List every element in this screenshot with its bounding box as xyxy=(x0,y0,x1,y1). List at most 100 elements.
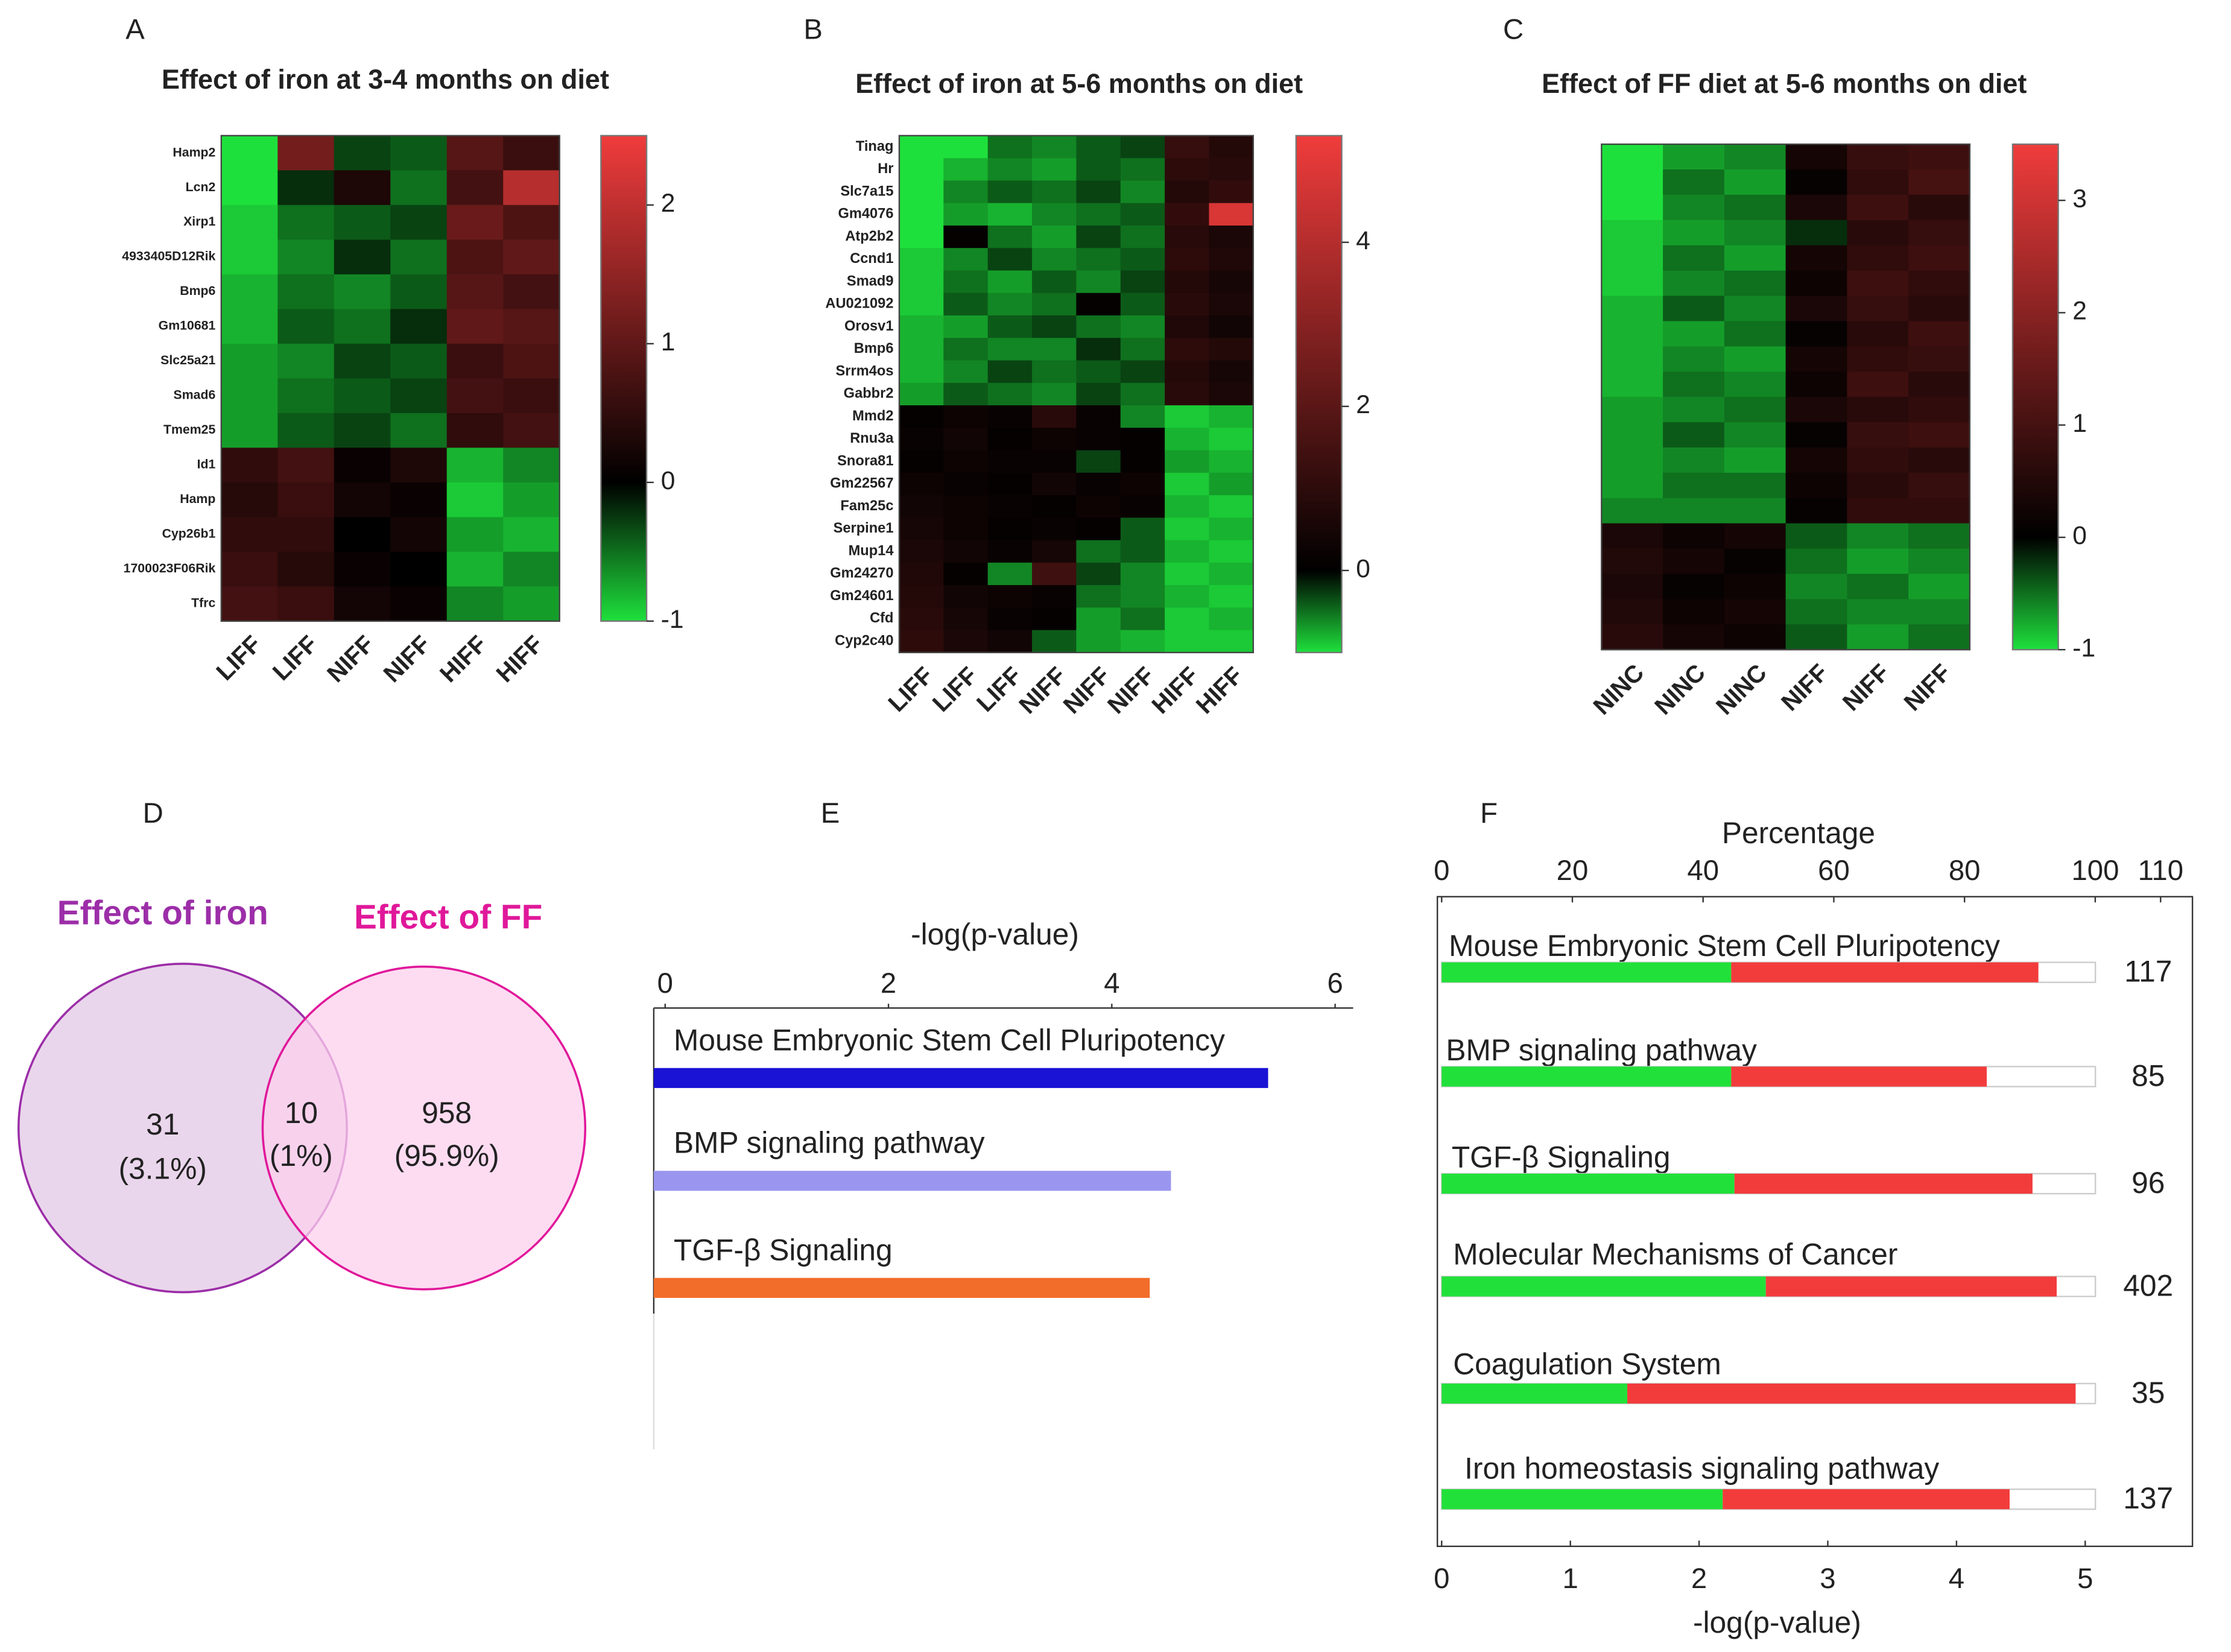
heatmap-cell xyxy=(503,586,560,622)
bar-segment xyxy=(1441,1276,1766,1297)
heatmap-cell xyxy=(390,586,448,622)
heatmap-cell xyxy=(987,562,1033,586)
colorbar-tick-label: 1 xyxy=(661,328,676,356)
heatmap-cell xyxy=(899,450,945,473)
heatmap-cell xyxy=(1847,321,1910,347)
heatmap-cell xyxy=(1724,523,1786,549)
heatmap-cell xyxy=(987,270,1033,294)
heatmap-cell xyxy=(1601,169,1664,195)
heatmap-cell xyxy=(390,170,448,206)
heatmap-cell xyxy=(1785,422,1848,448)
row-label: Gm22567 xyxy=(830,476,893,492)
heatmap-cell xyxy=(1847,296,1910,322)
heatmap-cell xyxy=(1663,220,1725,246)
heatmap-cell xyxy=(446,586,504,622)
heatmap-cell xyxy=(1785,270,1848,297)
heatmap-cell xyxy=(1076,450,1121,473)
heatmap-cell xyxy=(1209,270,1254,294)
heatmap-cell xyxy=(1663,447,1725,473)
heatmap-cell xyxy=(899,203,945,226)
total-label: 117 xyxy=(2124,955,2172,989)
heatmap-cell xyxy=(1209,158,1254,182)
heatmap-cell xyxy=(1032,135,1077,159)
heatmap-cell xyxy=(1663,498,1725,524)
row-label: Id1 xyxy=(197,457,216,472)
row-label: Smad6 xyxy=(174,388,216,402)
heatmap-cell xyxy=(899,405,945,429)
heatmap-cell xyxy=(1165,158,1210,182)
heatmap-cell xyxy=(334,448,391,483)
x-tick-label: 110 xyxy=(2138,855,2183,887)
heatmap-cell xyxy=(1120,382,1166,406)
heatmap-cell xyxy=(1120,338,1166,361)
row-label: Gm24270 xyxy=(830,566,893,581)
heatmap-cell xyxy=(1847,574,1910,600)
heatmap-cell xyxy=(1847,245,1910,271)
heatmap-cell xyxy=(1076,315,1121,339)
heatmap-cell xyxy=(1908,422,1970,448)
x-tick-label: 2 xyxy=(881,967,896,999)
heatmap-cell xyxy=(943,338,989,361)
heatmap-cell xyxy=(446,551,504,587)
heatmap-cell xyxy=(1120,540,1166,563)
colorbar xyxy=(600,135,648,622)
heatmap-cell xyxy=(943,585,989,609)
heatmap-cell xyxy=(1076,630,1121,653)
heatmap-cell xyxy=(1663,372,1725,398)
heatmap-cell xyxy=(987,428,1033,451)
plot-frame xyxy=(898,135,1255,654)
heatmap-cell xyxy=(943,382,989,406)
heatmap-cell xyxy=(1120,158,1166,182)
heatmap-cell xyxy=(1076,270,1121,294)
heatmap-cell xyxy=(1724,194,1786,221)
row-label: Gm10681 xyxy=(159,318,216,333)
heatmap-cell xyxy=(1120,293,1166,316)
heatmap-cell xyxy=(899,495,945,519)
heatmap-cell xyxy=(1209,630,1254,653)
heatmap-cell xyxy=(987,585,1033,609)
region-count: 31 xyxy=(146,1107,179,1141)
heatmap-cell xyxy=(1724,346,1786,373)
total-label: 35 xyxy=(2131,1376,2165,1410)
heatmap-cell xyxy=(1724,144,1786,170)
heatmap-cell xyxy=(1209,135,1254,159)
heatmap-cell xyxy=(277,309,335,344)
heatmap-cell xyxy=(1076,607,1121,631)
heatmap-cell xyxy=(390,517,448,552)
heatmap-cell xyxy=(1076,180,1121,204)
row-label: Bmp6 xyxy=(854,341,894,356)
x-tick-label: 6 xyxy=(1327,967,1343,999)
heatmap-cell xyxy=(1847,599,1910,625)
heatmap-cell xyxy=(899,315,945,339)
heatmap-cell xyxy=(1908,599,1970,625)
heatmap-cell xyxy=(1209,203,1254,226)
heatmap-cell xyxy=(277,135,335,171)
heatmap-cell xyxy=(1120,472,1166,496)
row-label: Snora81 xyxy=(837,453,893,469)
heatmap-cell xyxy=(987,203,1033,226)
row-label: Slc7a15 xyxy=(840,183,893,199)
heatmap-cell xyxy=(899,607,945,631)
panel-letter: A xyxy=(125,14,145,46)
category-label: TGF-β Signaling xyxy=(674,1233,893,1267)
heatmap-cell xyxy=(1785,624,1848,651)
bar-segment xyxy=(1731,962,2039,983)
heatmap-cell xyxy=(390,135,448,171)
heatmap-cell xyxy=(1076,158,1121,182)
heatmap-cell xyxy=(1120,248,1166,271)
heatmap-cell xyxy=(1785,523,1848,549)
heatmap-cell xyxy=(1209,180,1254,204)
x2-tick-label: 2 xyxy=(1691,1563,1707,1595)
heatmap-cell xyxy=(943,607,989,631)
heatmap-cell xyxy=(899,293,945,316)
heatmap-cell xyxy=(1908,548,1970,575)
bar-segment xyxy=(1723,1489,2010,1510)
heatmap-cell xyxy=(1601,548,1664,575)
plot-frame xyxy=(1436,896,2194,1548)
heatmap-cell xyxy=(221,586,279,622)
column-label: LIFF xyxy=(927,662,983,717)
x2-tick-label: 1 xyxy=(1563,1563,1578,1595)
heatmap-cell xyxy=(1724,548,1786,575)
heatmap-cell xyxy=(987,540,1033,563)
